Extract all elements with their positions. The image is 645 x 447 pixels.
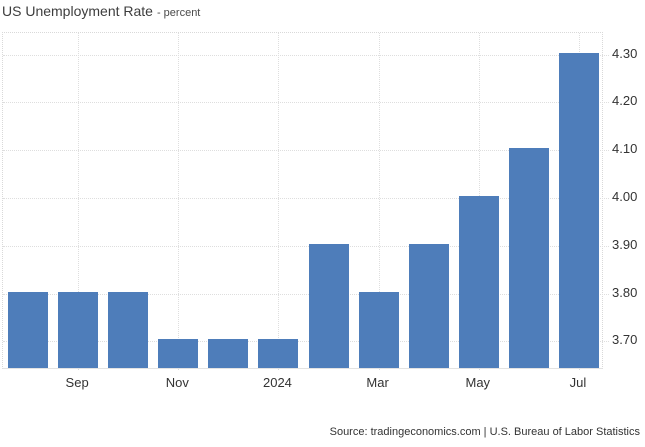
y-axis-tick-label: 3.70 <box>612 332 638 348</box>
x-axis-tick-label: May <box>465 375 491 390</box>
h-gridline <box>3 197 609 199</box>
chart-title: US Unemployment Rate <box>2 3 153 19</box>
x-axis-tick-label: Nov <box>165 375 189 390</box>
y-axis-tick-label: 4.20 <box>612 93 638 109</box>
source-attribution: Source: tradingeconomics.com | U.S. Bure… <box>329 426 640 438</box>
x-axis-tick-label: Mar <box>366 375 389 390</box>
bar-oct-2023[interactable] <box>108 291 149 368</box>
v-gridline <box>378 33 380 370</box>
v-gridline <box>278 33 280 370</box>
v-gridline <box>78 33 80 370</box>
y-axis-tick-label: 4.30 <box>612 45 638 61</box>
h-gridline <box>3 54 609 56</box>
chart-header: US Unemployment Rate - percent <box>2 3 200 21</box>
bar-jun-2024[interactable] <box>508 148 549 368</box>
h-gridline <box>3 293 609 295</box>
bar-jul-2024[interactable] <box>558 52 599 368</box>
chart-subtitle: - percent <box>156 7 201 19</box>
v-gridline <box>178 33 180 370</box>
bar-dec-2023[interactable] <box>208 339 249 368</box>
h-gridline <box>3 245 609 247</box>
bar-feb-2024[interactable] <box>308 243 349 368</box>
y-axis-tick-label: 3.80 <box>612 284 638 300</box>
h-gridline <box>3 102 609 104</box>
bar-aug-2023[interactable] <box>8 291 49 368</box>
x-axis-tick-label: Jul <box>569 375 587 390</box>
bar-apr-2024[interactable] <box>408 243 449 368</box>
h-gridline <box>3 150 609 152</box>
y-axis-tick-label: 4.00 <box>612 188 638 204</box>
bar-sep-2023[interactable] <box>58 291 99 368</box>
x-axis-tick-label: Sep <box>65 375 89 390</box>
bar-may-2024[interactable] <box>458 195 499 368</box>
y-axis-tick-label: 4.10 <box>612 141 638 157</box>
y-axis-tick-label: 3.90 <box>612 236 638 252</box>
h-gridline <box>3 341 609 343</box>
bar-nov-2023[interactable] <box>158 339 199 368</box>
bar-mar-2024[interactable] <box>358 291 399 368</box>
x-axis-tick-label: 2024 <box>262 375 292 390</box>
bar-jan-2024[interactable] <box>258 339 299 368</box>
plot-area <box>2 32 609 370</box>
